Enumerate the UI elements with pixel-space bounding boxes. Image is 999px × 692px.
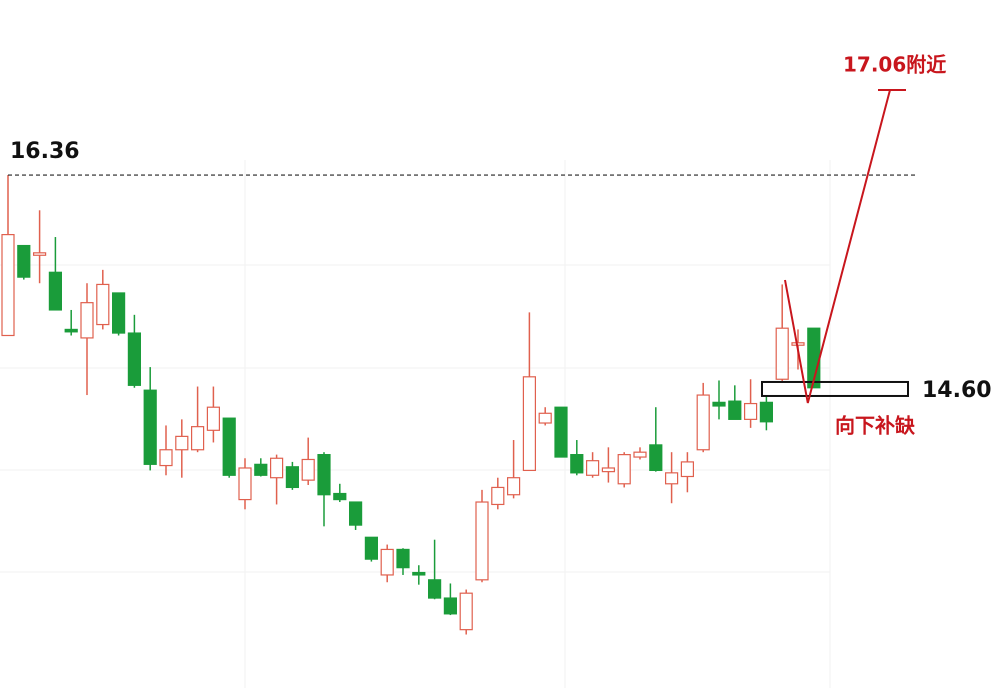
- candle-body: [554, 406, 568, 458]
- candle-body: [270, 457, 284, 479]
- candle-body: [206, 406, 220, 431]
- candle-body: [143, 389, 157, 465]
- candle-body: [64, 328, 78, 333]
- candle-body: [32, 252, 47, 256]
- candle-body: [585, 460, 600, 476]
- candle-body: [96, 283, 110, 326]
- candle-body: [349, 501, 363, 526]
- gap-box: [761, 380, 909, 397]
- candle-body: [333, 492, 347, 501]
- target-label: 17.06附近: [843, 52, 946, 76]
- forecast-path: [784, 89, 891, 404]
- reference-label: 16.36: [10, 139, 80, 164]
- candle-body: [301, 458, 315, 481]
- candle-body: [412, 571, 426, 576]
- candle-body: [48, 271, 63, 311]
- gap-note: 向下补缺: [835, 413, 916, 437]
- candle-body: [696, 394, 710, 451]
- candle-body: [443, 597, 457, 615]
- candle-body: [364, 536, 378, 560]
- candle-body: [191, 426, 205, 451]
- candle-body: [507, 477, 521, 496]
- candle-body: [680, 461, 695, 478]
- candle-body: [254, 463, 268, 476]
- candle-body: [664, 472, 679, 485]
- candle-body: [17, 244, 31, 278]
- candle-body: [491, 486, 505, 506]
- candle-body: [617, 454, 631, 485]
- candle-body: [238, 467, 252, 501]
- candle-body: [649, 444, 663, 472]
- candle-body: [759, 401, 774, 423]
- candle-body: [633, 451, 647, 458]
- candle-body: [728, 400, 742, 420]
- candle-body: [111, 292, 126, 334]
- candle-body: [380, 548, 394, 576]
- candle-body: [712, 401, 726, 407]
- candle-body: [1, 234, 15, 337]
- candle-body: [317, 454, 331, 496]
- candle-body: [775, 327, 789, 380]
- candle-body: [80, 302, 94, 339]
- candle-body: [601, 467, 616, 473]
- candle-body: [396, 548, 410, 569]
- candle-body: [222, 417, 236, 476]
- gap-label: 14.60: [922, 378, 992, 403]
- candle-body: [127, 332, 141, 386]
- candle-body: [570, 454, 584, 474]
- candle-body: [175, 435, 189, 451]
- candle-body: [459, 592, 473, 631]
- candle-body: [428, 579, 442, 599]
- candle-body: [538, 412, 552, 424]
- candle-body: [159, 449, 173, 467]
- candle-body: [475, 501, 489, 581]
- candle-body: [285, 466, 299, 489]
- candle-body: [522, 376, 537, 472]
- candle-body: [743, 402, 758, 420]
